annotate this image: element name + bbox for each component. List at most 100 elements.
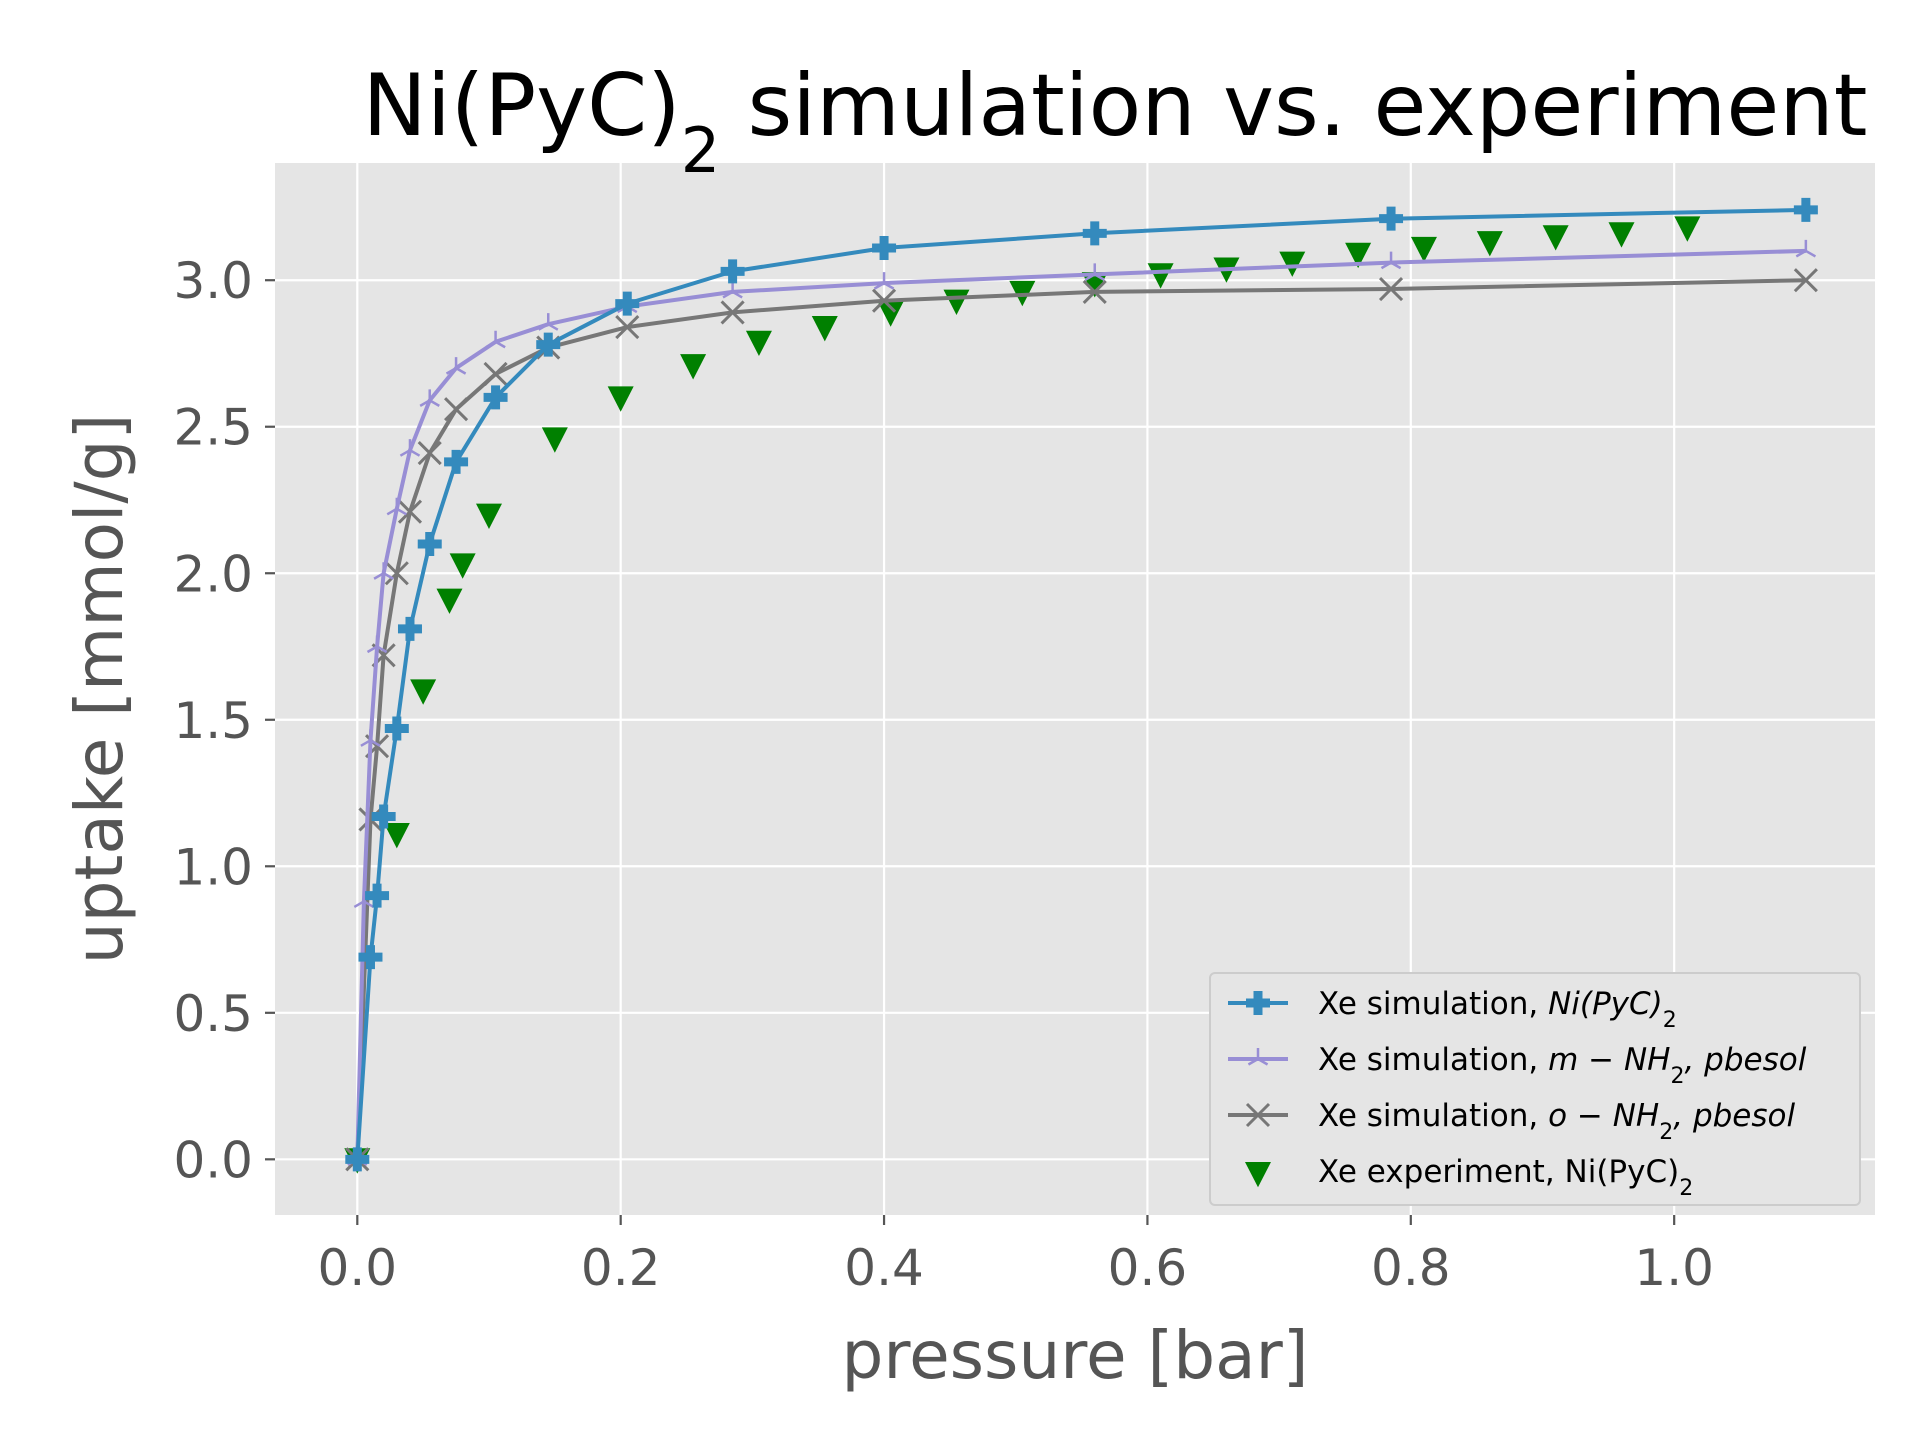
data-point-marker [383,823,410,849]
data-point-marker [366,635,388,654]
data-point-marker [877,301,904,327]
x-tick-label: 0.0 [318,1239,398,1297]
data-point-marker [358,945,383,970]
x-axis-label: pressure [bar] [841,1317,1308,1394]
chart-title-rest: simulation vs. experiment [720,56,1867,156]
legend-text-main: Xe simulation, [1318,1098,1548,1134]
legend-entry: Xe experiment, Ni(PyC)2 [1245,1154,1693,1201]
data-point-marker [1674,216,1701,242]
data-point-marker [384,716,409,741]
axis-ticks: 0.0 0.2 0.4 0.6 0.8 1.0 0.0 0.5 1.0 1.5 2.0 2.5 3.0 [173,252,1713,1297]
data-point-marker [1245,1102,1271,1128]
legend-text-italic2: (PyC) [1580,986,1663,1022]
data-point-marker [386,497,408,516]
data-point-marker [417,441,442,466]
legend-text-main: Xe experiment, Ni(PyC) [1318,1154,1679,1190]
data-point-marker [1245,1161,1271,1188]
legend-text-italic: m [1548,1042,1578,1078]
y-axis-label: uptake [mmol/g] [61,414,138,964]
data-point-marker [1380,251,1402,270]
data-point-marker [1246,991,1270,1015]
data-point-marker [410,679,437,705]
data-point-marker [1345,242,1372,269]
data-point-marker [745,330,772,357]
data-point-marker [720,300,745,325]
legend-text-italic: o [1548,1098,1567,1134]
series-line [355,207,1806,1160]
data-point-marker [872,235,897,260]
series-1 [345,197,1818,1172]
legend-text-subscript: 2 [1670,1064,1684,1089]
grid-lines [275,163,1875,1215]
data-point-marker [445,357,467,375]
x-tick-label: 0.8 [1371,1239,1451,1297]
data-point-marker [444,449,469,474]
data-point-marker [483,385,508,410]
data-point-marker [541,427,568,453]
legend-entry: Xe simulation, o − NH2, pbesol [1228,1098,1795,1145]
y-tick-label: 2.5 [173,399,253,457]
data-point-marker [397,499,423,524]
data-point-marker [615,291,640,316]
x-tick-label: 1.0 [1634,1239,1714,1297]
data-point-marker [1279,251,1306,277]
data-point-marker [483,361,508,387]
legend-text-minus: − [1567,1098,1613,1134]
data-point-marker [811,316,838,342]
data-point-marker [371,804,396,829]
series-3 [345,268,1818,1172]
data-point-marker [1410,236,1437,263]
data-point-marker [399,439,421,457]
legend-text-italic2: NH [1624,1042,1671,1078]
data-point-marker [436,588,463,614]
x-tick-label: 0.2 [581,1239,661,1297]
legend-text-main: Xe simulation, [1318,986,1548,1022]
data-point-marker [873,272,895,290]
y-tick-label: 3.0 [173,252,253,310]
data-point-marker [365,883,390,908]
series-line [355,278,1806,1160]
legend-text-main: Xe simulation, [1318,1042,1548,1078]
legend-text-subscript: 2 [1679,1176,1693,1201]
legend-entry: Xe simulation, m − NH2, pbesol [1228,1042,1807,1089]
data-point-marker [1084,263,1105,281]
data-point-marker [444,397,469,422]
data-point-marker [417,531,442,556]
legend-entry: Xe simulation, Ni(PyC)2 [1228,986,1677,1033]
data-point-marker [353,890,375,909]
x-tick-label: 0.4 [844,1239,924,1297]
data-point-marker [384,561,409,586]
legend-label: Xe simulation, o − NH2, pbesol [1318,1098,1795,1145]
data-point-marker [373,562,394,580]
data-point-marker [1476,231,1503,257]
data-point-marker [536,332,561,357]
legend-text-subscript: 2 [1659,1120,1673,1145]
legend-text-minus: − [1578,1042,1624,1078]
data-point-marker [1247,1048,1269,1066]
legend-text-italic2: NH [1613,1098,1660,1134]
data-point-marker [538,313,559,331]
chart-title-main: Ni(PyC) [363,56,681,156]
data-point-marker [871,288,897,313]
legend-label: Xe simulation, Ni(PyC)2 [1318,986,1677,1033]
legend-label: Xe experiment, Ni(PyC)2 [1318,1154,1693,1201]
legend-text-subscript: 2 [1663,1008,1677,1033]
chart-title-subscript: 2 [681,114,720,187]
data-point-marker [1082,221,1107,246]
data-point-marker [345,1147,370,1172]
data-point-marker [419,389,440,407]
legend-text-tail: , pbesol [1684,1042,1806,1078]
legend: Xe simulation, Ni(PyC)2Xe simulation, m … [1209,972,1861,1206]
data-point-marker [449,553,476,579]
series-2 [347,239,1817,1166]
data-point-marker [1793,268,1818,293]
data-point-marker [360,729,381,747]
data-point-marker [615,315,640,340]
data-point-marker [680,354,707,380]
y-tick-label: 0.5 [173,985,253,1043]
data-point-marker [720,259,745,284]
legend-text-italic: Ni [1548,986,1580,1022]
x-tick-label: 0.6 [1108,1239,1188,1297]
y-tick-label: 0.0 [173,1131,253,1189]
data-point-marker [1378,276,1404,302]
